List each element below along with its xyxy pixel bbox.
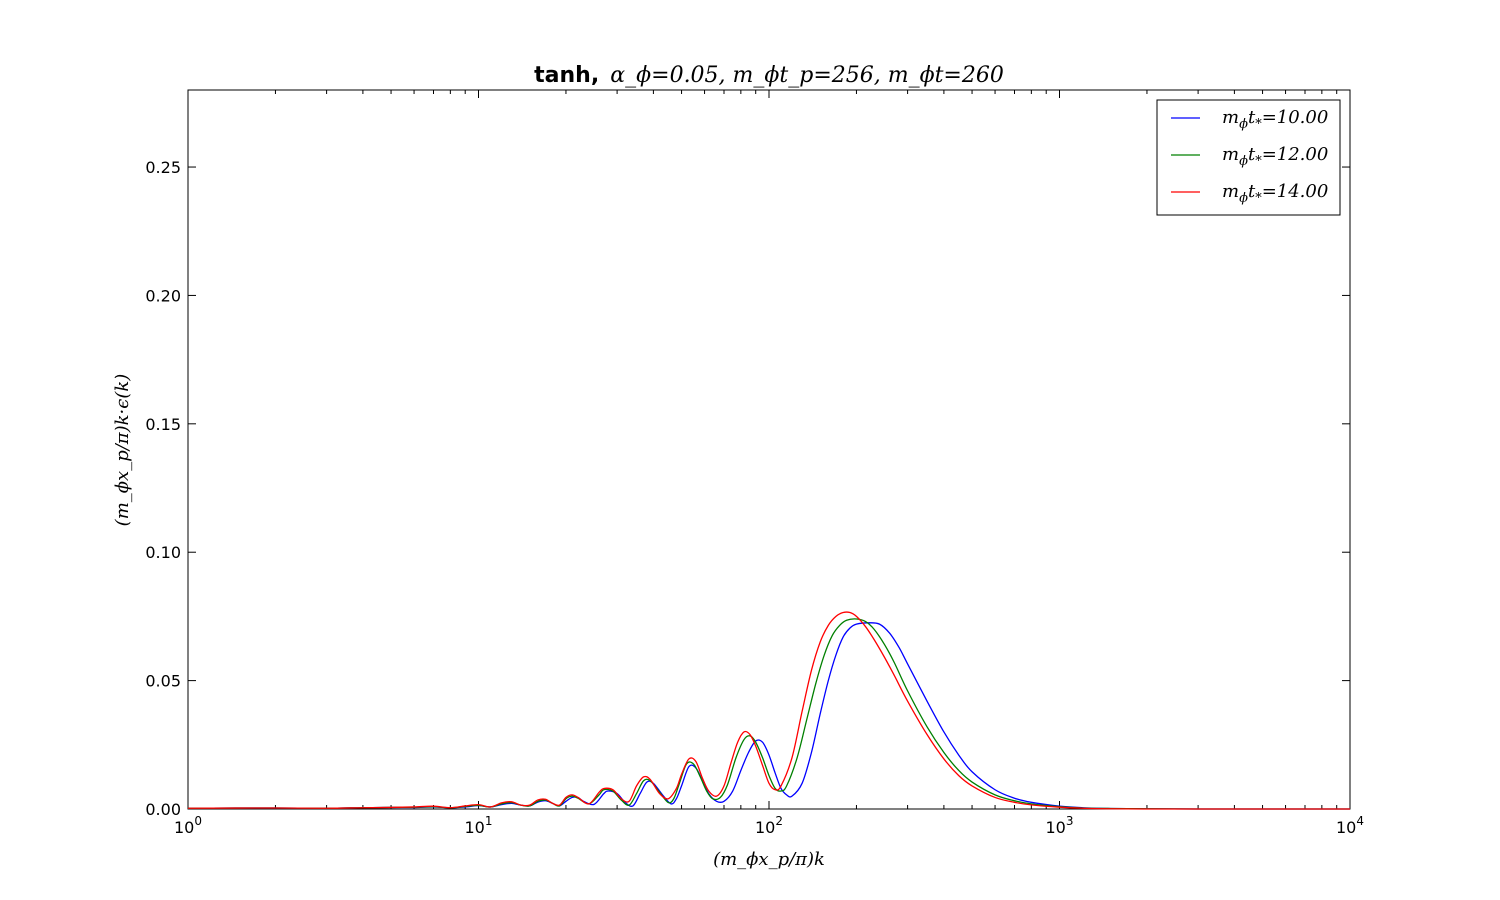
series-line-3 <box>187 611 1350 810</box>
y-tick-label: 0.00 <box>145 800 181 819</box>
legend-items: mϕt*=10.00 mϕt*=12.00 mϕt*=14.00 <box>1171 107 1328 206</box>
plot-area: 100 101 102 103 104 0.00 0.05 0.10 0.15 0.20 0.25 <box>145 89 1364 837</box>
legend-label: mϕt*=10.00 <box>1222 107 1328 132</box>
legend-label: mϕt*=14.00 <box>1222 181 1328 206</box>
chart-title: tanh, α_ϕ=0.05, m_ϕt_p=256, m_ϕt=260 <box>534 63 1004 88</box>
legend: mϕt*=10.00 mϕt*=12.00 mϕt*=14.00 <box>1156 99 1341 216</box>
legend-label: mϕt*=12.00 <box>1222 144 1328 169</box>
x-tick-label: 104 <box>1336 814 1364 837</box>
y-tick-label: 0.15 <box>145 415 181 434</box>
y-tick-label: 0.20 <box>145 286 181 305</box>
chart-title-math: α_ϕ=0.05, m_ϕt_p=256, m_ϕt=260 <box>610 63 1004 88</box>
y-tick-label: 0.25 <box>145 158 181 177</box>
x-tick-label: 101 <box>465 814 493 837</box>
y-axis-label: (m_ϕx_p/π)k·ϵ(k) <box>112 374 133 527</box>
chart-title-bold: tanh, <box>534 63 599 88</box>
x-axis-label: (m_ϕx_p/π)k <box>713 849 825 870</box>
x-tick-label: 102 <box>755 814 783 837</box>
legend-box <box>1156 99 1341 216</box>
x-tick-label: 100 <box>174 814 202 837</box>
y-axis-ticks: 0.00 0.05 0.10 0.15 0.20 0.25 <box>145 158 1350 819</box>
series-lines <box>187 611 1350 810</box>
y-tick-label: 0.05 <box>145 672 181 691</box>
x-tick-label: 103 <box>1046 814 1074 837</box>
y-tick-label: 0.10 <box>145 543 181 562</box>
